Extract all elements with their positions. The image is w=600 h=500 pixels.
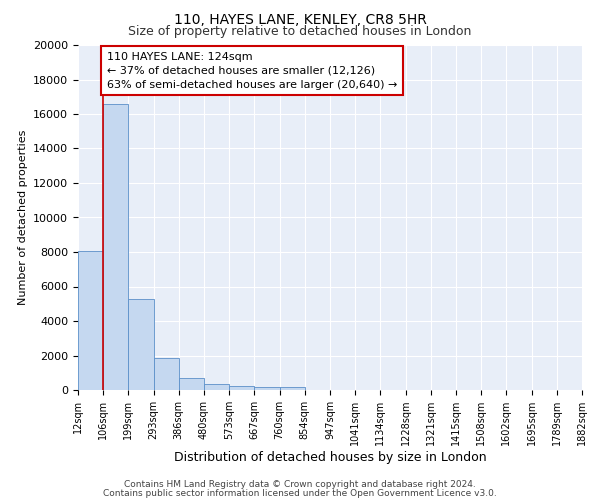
Bar: [229, 386, 254, 390]
Text: Contains public sector information licensed under the Open Government Licence v3: Contains public sector information licen…: [103, 488, 497, 498]
Bar: [254, 386, 280, 390]
Bar: [154, 358, 179, 390]
Bar: [179, 378, 204, 390]
X-axis label: Distribution of detached houses by size in London: Distribution of detached houses by size …: [173, 451, 487, 464]
Text: Contains HM Land Registry data © Crown copyright and database right 2024.: Contains HM Land Registry data © Crown c…: [124, 480, 476, 489]
Bar: [103, 104, 128, 390]
Text: Size of property relative to detached houses in London: Size of property relative to detached ho…: [128, 25, 472, 38]
Y-axis label: Number of detached properties: Number of detached properties: [17, 130, 28, 305]
Bar: [204, 384, 229, 390]
Bar: [78, 251, 103, 390]
Bar: [280, 387, 305, 390]
Text: 110, HAYES LANE, KENLEY, CR8 5HR: 110, HAYES LANE, KENLEY, CR8 5HR: [173, 12, 427, 26]
Bar: [128, 298, 154, 390]
Text: 110 HAYES LANE: 124sqm
← 37% of detached houses are smaller (12,126)
63% of semi: 110 HAYES LANE: 124sqm ← 37% of detached…: [107, 52, 397, 90]
